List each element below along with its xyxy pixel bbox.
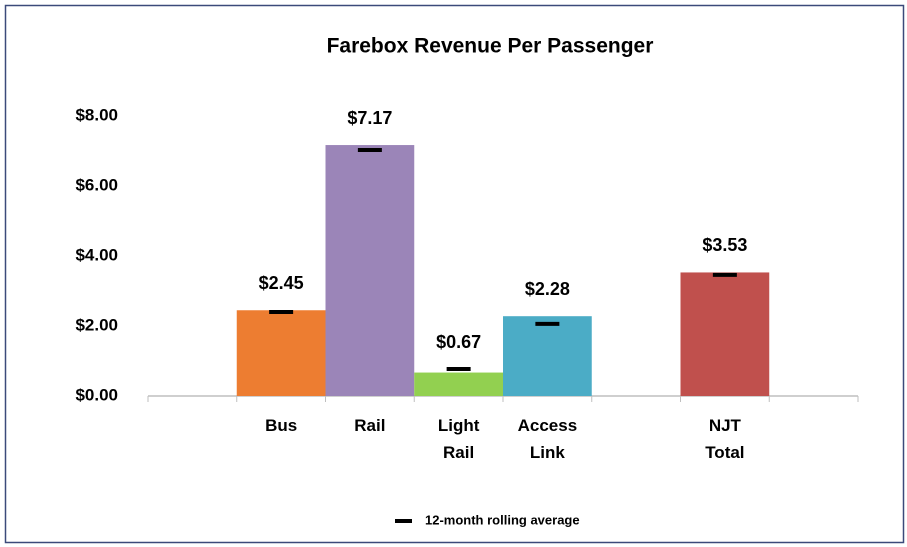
y-tick-label: $0.00 xyxy=(75,385,118,404)
y-tick-label: $4.00 xyxy=(75,245,118,264)
value-label: $3.53 xyxy=(702,235,747,255)
bar xyxy=(680,272,770,396)
y-tick-label: $2.00 xyxy=(75,315,118,334)
bar xyxy=(503,316,592,396)
x-tick-label: Access Link xyxy=(518,416,578,462)
bar xyxy=(414,372,503,396)
value-label: $7.17 xyxy=(347,108,392,128)
chart-title: Farebox Revenue Per Passenger xyxy=(327,35,654,58)
x-tick-label: Bus xyxy=(265,416,297,435)
bar xyxy=(236,310,326,396)
legend-label: 12-month rolling average xyxy=(425,512,580,527)
value-label: $2.28 xyxy=(525,279,570,299)
y-tick-label: $6.00 xyxy=(75,175,118,194)
x-tick-label: Light Rail xyxy=(438,416,480,462)
x-tick-label: NJT Total xyxy=(705,416,744,462)
bar xyxy=(325,145,415,396)
x-tick-label: Rail xyxy=(354,416,385,435)
value-label: $0.67 xyxy=(436,332,481,352)
value-label: $2.45 xyxy=(259,273,304,293)
y-tick-label: $8.00 xyxy=(75,105,118,124)
